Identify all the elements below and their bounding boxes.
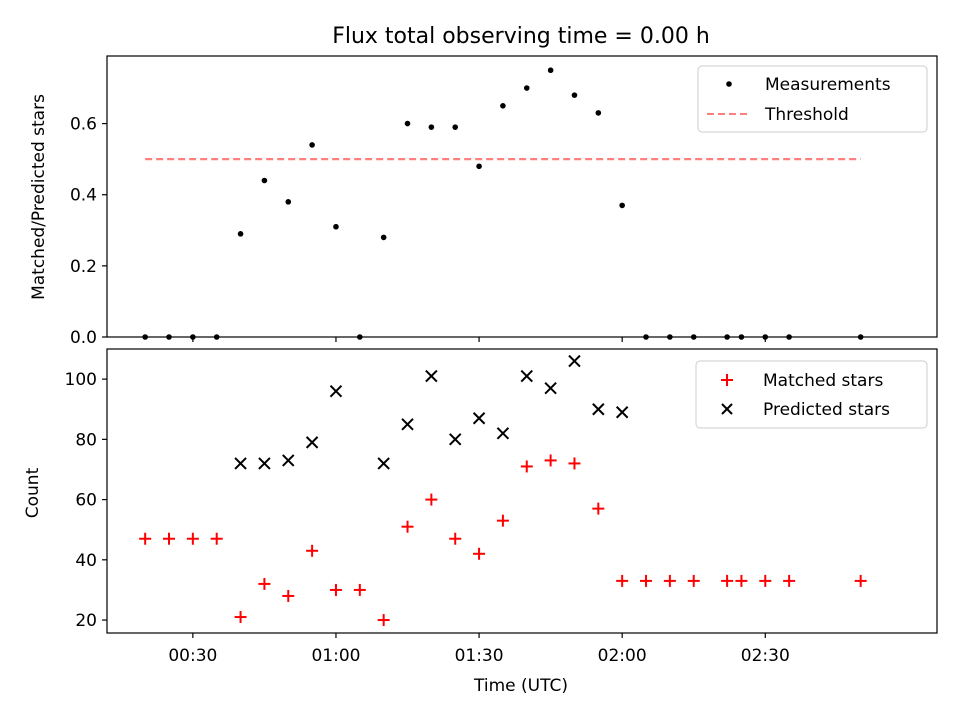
top-plot-frame xyxy=(106,55,938,338)
top-y-tick-label: 0.6 xyxy=(70,115,97,135)
predicted-star-marker xyxy=(282,454,295,467)
matched-star-marker xyxy=(377,614,390,627)
matched-star-marker xyxy=(640,574,653,587)
predicted-star-marker xyxy=(615,406,629,419)
measurement-point xyxy=(428,124,435,130)
matched-star-marker xyxy=(616,574,629,587)
predicted-star-marker xyxy=(520,369,533,383)
matched-star-marker xyxy=(592,502,605,515)
bottom-y-tick-label: 40 xyxy=(75,551,97,571)
top-plot-area: 0.0 0.2 0.4 0.6 xyxy=(70,67,864,348)
bottom-plot-frame xyxy=(106,348,938,634)
matched-star-marker xyxy=(721,574,734,587)
bottom-y-tick-label: 80 xyxy=(75,430,97,450)
predicted-star-marker xyxy=(329,384,343,398)
top-y-tick-label: 0.2 xyxy=(70,257,97,277)
bottom-y-axis-label: Count xyxy=(23,467,43,518)
top-legend: Measurements Threshold xyxy=(697,65,928,133)
top-y-tick-label: 0.4 xyxy=(70,186,97,206)
predicted-star-marker xyxy=(377,457,390,470)
bottom-x-tick-label: 02:00 xyxy=(598,646,647,666)
measurement-point xyxy=(380,234,387,241)
measurement-point xyxy=(261,177,268,184)
matched-star-marker xyxy=(425,493,438,506)
matched-star-marker xyxy=(210,532,223,545)
matched-star-marker xyxy=(258,577,271,590)
bottom-legend: Matched stars Predicted stars xyxy=(695,360,928,429)
measurement-point xyxy=(619,202,625,209)
bottom-legend-box xyxy=(695,360,928,429)
measurement-point xyxy=(476,163,482,170)
matched-star-marker xyxy=(520,460,533,473)
matched-star-marker xyxy=(544,454,557,467)
measurement-point xyxy=(500,102,506,109)
x-axis-label: Time (UTC) xyxy=(473,676,568,696)
bottom-y-tick-label: 100 xyxy=(65,370,97,390)
measurement-point xyxy=(452,124,459,130)
matched-star-marker xyxy=(735,574,748,587)
predicted-star-marker xyxy=(568,354,581,368)
measurement-point xyxy=(333,223,339,230)
matched-star-marker xyxy=(663,574,676,587)
bottom-y-tick-label: 60 xyxy=(75,491,97,511)
predicted-star-marker xyxy=(449,433,462,446)
legend-predicted-label: Predicted stars xyxy=(763,400,890,420)
top-y-axis-label: Matched/Predicted stars xyxy=(29,94,49,300)
measurement-point xyxy=(571,92,578,98)
top-chart-title: Flux total observing time = 0.00 h xyxy=(332,24,710,49)
measurement-point xyxy=(547,67,554,74)
predicted-star-marker xyxy=(425,369,438,383)
predicted-star-marker xyxy=(258,457,271,470)
matched-star-marker xyxy=(353,583,366,596)
predicted-star-marker xyxy=(592,403,605,416)
bottom-x-tick-label: 01:30 xyxy=(455,646,504,666)
matched-star-marker xyxy=(449,532,462,545)
measurement-point xyxy=(404,120,411,127)
legend-threshold-label: Threshold xyxy=(764,105,849,125)
bottom-x-tick-label: 00:30 xyxy=(168,646,217,666)
matched-star-marker xyxy=(687,574,700,587)
matched-star-marker xyxy=(783,574,796,587)
matched-star-marker xyxy=(234,611,247,624)
predicted-star-marker xyxy=(544,381,557,395)
predicted-star-marker xyxy=(305,436,319,449)
predicted-star-marker xyxy=(401,418,414,431)
matched-star-marker xyxy=(496,514,509,527)
measurement-point xyxy=(237,231,244,237)
predicted-star-marker xyxy=(472,412,486,425)
legend-matched-label: Matched stars xyxy=(763,371,883,391)
measurement-point xyxy=(309,142,315,148)
measurement-point xyxy=(285,199,292,205)
top-y-tick-label: 0.0 xyxy=(70,328,97,348)
bottom-plot-area: 20 40 60 80 100 00:30 01:00 01:30 02:00 02:30 xyxy=(65,354,867,666)
legend-matched-marker xyxy=(721,374,733,386)
bottom-y-tick-label: 20 xyxy=(75,611,97,631)
matched-star-marker xyxy=(473,547,486,560)
matched-star-marker xyxy=(854,574,867,587)
legend-measurements-label: Measurements xyxy=(765,75,891,95)
matched-star-marker xyxy=(329,583,342,596)
bottom-x-tick-label: 02:30 xyxy=(741,646,790,666)
matched-star-marker xyxy=(163,532,176,545)
predicted-star-marker xyxy=(234,457,247,470)
matched-star-marker xyxy=(306,544,319,557)
matched-star-marker xyxy=(568,457,581,470)
top-legend-box xyxy=(697,65,928,133)
measurement-point xyxy=(523,85,530,91)
matched-star-marker xyxy=(139,532,152,545)
matched-star-marker xyxy=(282,589,295,602)
legend-measurements-marker xyxy=(726,81,732,87)
measurement-point xyxy=(595,110,602,116)
predicted-star-marker xyxy=(496,427,510,440)
matched-star-marker xyxy=(401,520,414,533)
bottom-x-tick-label: 01:00 xyxy=(311,646,360,666)
matched-star-marker xyxy=(759,574,772,587)
matched-star-marker xyxy=(186,532,199,545)
legend-predicted-marker xyxy=(721,403,733,415)
